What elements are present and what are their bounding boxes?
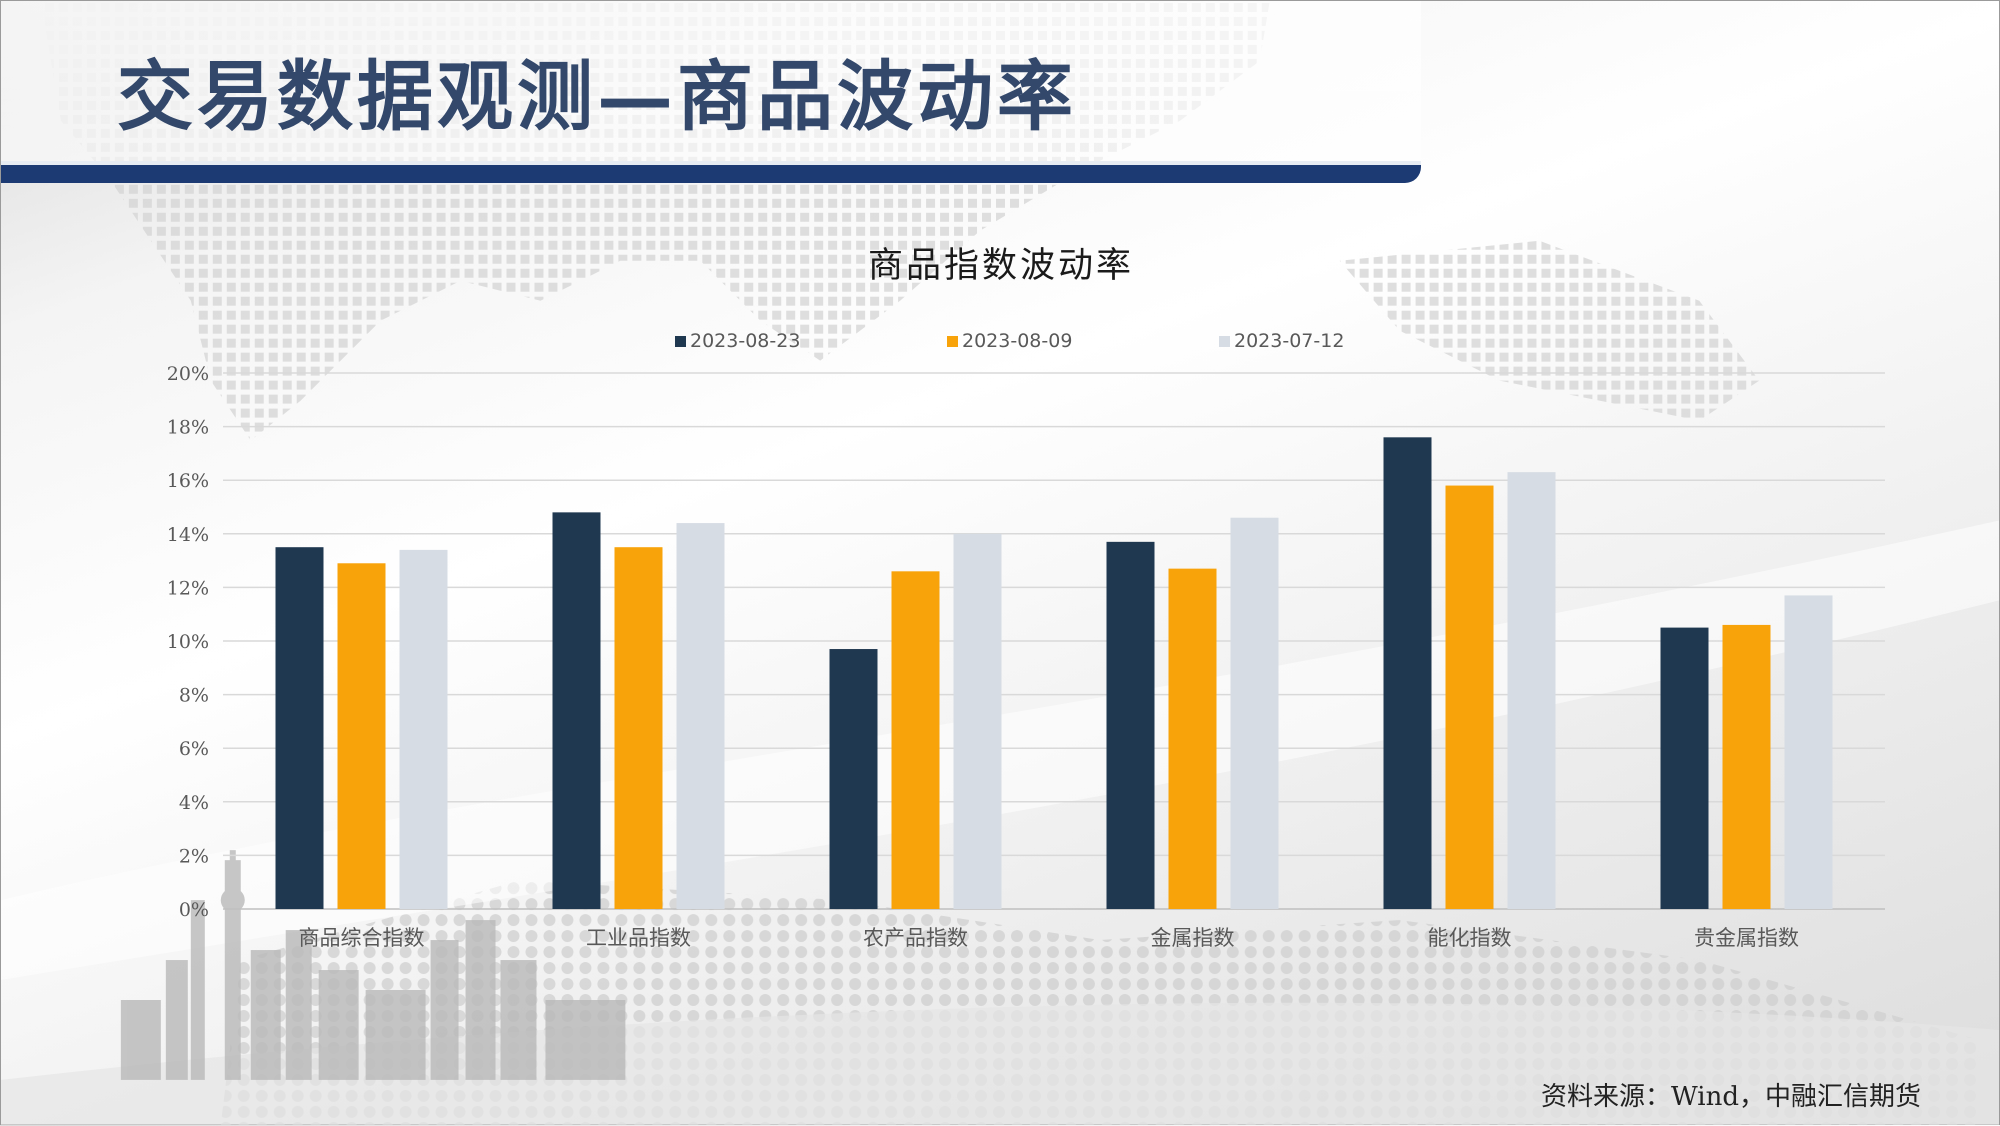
chart-title: 商品指数波动率	[867, 246, 1134, 286]
title-rule	[1, 165, 1421, 183]
legend-swatch-series-1	[675, 335, 686, 347]
page-title: 交易数据观测—商品波动率	[117, 52, 1077, 141]
bar-series-1-1	[275, 547, 324, 909]
bar-series-1-5	[1383, 437, 1432, 909]
y-tick-label: 16%	[167, 470, 209, 492]
bar-series-2-2	[614, 547, 663, 909]
bar-series-3-6	[1784, 595, 1833, 909]
bar-series-2-6	[1722, 624, 1771, 909]
legend-item-series-2: 2023-08-09	[947, 330, 1072, 352]
x-tick-label: 能化指数	[1428, 926, 1512, 950]
legend-item-series-3: 2023-07-12	[1219, 330, 1344, 352]
bar-series-3-5	[1507, 472, 1556, 909]
y-tick-label: 14%	[167, 524, 209, 546]
y-tick-label: 8%	[179, 685, 209, 707]
y-tick-label: 18%	[167, 417, 209, 439]
x-tick-label: 农产品指数	[863, 926, 968, 950]
x-tick-label: 商品综合指数	[299, 926, 425, 950]
legend-item-series-1: 2023-08-23	[675, 330, 800, 352]
bar-series-2-3	[891, 571, 940, 909]
y-tick-label: 6%	[179, 738, 209, 760]
y-tick-label: 2%	[179, 845, 209, 867]
y-tick-label: 20%	[167, 363, 209, 385]
bar-series-2-4	[1168, 568, 1217, 909]
bar-series-3-4	[1230, 517, 1279, 909]
bar-series-3-1	[399, 549, 448, 909]
title-band	[1, 1, 1421, 163]
y-tick-label: 10%	[167, 631, 209, 653]
bar-series-3-3	[953, 533, 1002, 909]
source-note: 资料来源：Wind，中融汇信期货	[1541, 1082, 1921, 1112]
legend-label-series-1: 2023-08-23	[690, 330, 801, 352]
city-skyline	[120, 850, 626, 1080]
legend-label-series-2: 2023-08-09	[962, 330, 1073, 352]
bar-series-2-1	[337, 563, 386, 909]
bar-series-1-4	[1106, 541, 1155, 909]
legend-swatch-series-3	[1219, 335, 1230, 347]
title-rule-highlight	[1, 161, 1421, 167]
x-tick-label: 工业品指数	[586, 926, 691, 950]
y-tick-label: 12%	[167, 577, 209, 599]
y-tick-label: 0%	[179, 899, 209, 921]
bar-series-1-3	[829, 649, 878, 909]
x-tick-label: 贵金属指数	[1694, 926, 1799, 950]
bar-series-2-5	[1445, 485, 1494, 909]
bar-series-1-2	[552, 512, 601, 909]
legend-label-series-3: 2023-07-12	[1234, 330, 1345, 352]
bar-series-1-6	[1660, 627, 1709, 909]
legend-swatch-series-2	[947, 335, 958, 347]
x-tick-label: 金属指数	[1151, 926, 1235, 950]
chart-legend: 2023-08-23 2023-08-09 2023-07-12	[1, 330, 2000, 360]
y-tick-label: 4%	[179, 792, 209, 814]
bar-series-3-2	[676, 523, 725, 909]
